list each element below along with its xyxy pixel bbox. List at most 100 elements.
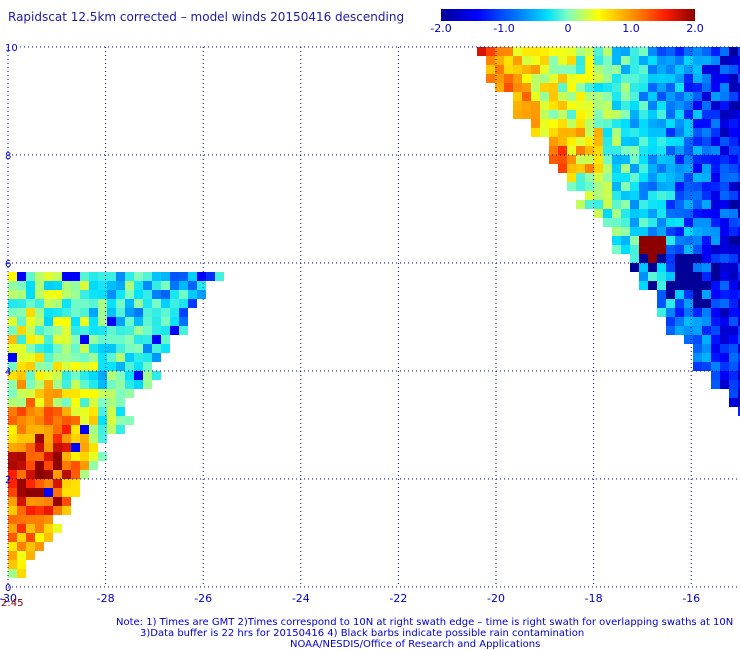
- wind-cell: [98, 389, 107, 398]
- wind-cell: [738, 326, 740, 335]
- wind-cell: [71, 479, 80, 488]
- wind-cell: [657, 209, 666, 218]
- wind-cell: [26, 497, 35, 506]
- wind-cell: [35, 371, 44, 380]
- wind-cell: [603, 137, 612, 146]
- wind-cell: [621, 155, 630, 164]
- wind-cell: [738, 65, 740, 74]
- wind-cell: [8, 362, 17, 371]
- wind-cell: [684, 110, 693, 119]
- wind-cell: [612, 245, 621, 254]
- wind-cell: [738, 299, 740, 308]
- wind-cell: [630, 173, 639, 182]
- wind-cell: [711, 182, 720, 191]
- wind-cell: [53, 272, 62, 281]
- wind-cell: [215, 272, 224, 281]
- wind-cell: [702, 290, 711, 299]
- wind-cell: [702, 218, 711, 227]
- wind-cell: [540, 47, 549, 56]
- wind-cell: [702, 209, 711, 218]
- wind-cell: [693, 245, 702, 254]
- wind-cell: [675, 326, 684, 335]
- wind-cell: [89, 317, 98, 326]
- wind-cell: [702, 83, 711, 92]
- wind-cell: [26, 299, 35, 308]
- wind-cell: [612, 56, 621, 65]
- wind-cell: [35, 326, 44, 335]
- wind-cell: [98, 281, 107, 290]
- wind-cell: [666, 65, 675, 74]
- wind-cell: [603, 47, 612, 56]
- wind-cell: [143, 326, 152, 335]
- wind-cell: [71, 389, 80, 398]
- wind-cell: [693, 101, 702, 110]
- wind-cell: [17, 371, 26, 380]
- wind-cell: [639, 146, 648, 155]
- wind-cell: [648, 155, 657, 164]
- wind-cell: [71, 461, 80, 470]
- wind-cell: [702, 200, 711, 209]
- wind-cell: [170, 308, 179, 317]
- wind-cell: [711, 254, 720, 263]
- x-tick-label: -30: [0, 592, 17, 605]
- wind-cell: [53, 470, 62, 479]
- wind-cell: [116, 326, 125, 335]
- wind-cell: [179, 281, 188, 290]
- wind-cell: [693, 209, 702, 218]
- wind-cell: [702, 74, 711, 83]
- wind-cell: [594, 137, 603, 146]
- wind-cell: [693, 155, 702, 164]
- wind-cell: [648, 83, 657, 92]
- wind-cell: [26, 551, 35, 560]
- wind-cell: [125, 317, 134, 326]
- wind-cell: [80, 443, 89, 452]
- wind-cell: [53, 443, 62, 452]
- wind-cell: [44, 497, 53, 506]
- wind-cell: [711, 164, 720, 173]
- wind-cell: [170, 281, 179, 290]
- wind-cell: [657, 281, 666, 290]
- wind-cell: [675, 227, 684, 236]
- wind-cell: [17, 290, 26, 299]
- wind-cell: [107, 281, 116, 290]
- wind-cell: [558, 101, 567, 110]
- wind-cell: [89, 461, 98, 470]
- wind-cell: [621, 182, 630, 191]
- wind-cell: [738, 47, 740, 56]
- wind-cell: [26, 533, 35, 542]
- wind-cell: [98, 335, 107, 344]
- wind-cell: [693, 362, 702, 371]
- colorbar-tick: 1.0: [622, 22, 640, 35]
- wind-cell: [134, 281, 143, 290]
- wind-cell: [693, 353, 702, 362]
- wind-cell: [152, 371, 161, 380]
- wind-cell: [693, 263, 702, 272]
- wind-cell: [603, 191, 612, 200]
- wind-cell: [693, 272, 702, 281]
- wind-cell: [116, 281, 125, 290]
- wind-cell: [693, 299, 702, 308]
- wind-cell: [53, 290, 62, 299]
- wind-cell: [675, 218, 684, 227]
- wind-cell: [152, 317, 161, 326]
- wind-cell: [720, 281, 729, 290]
- wind-cell: [693, 317, 702, 326]
- wind-cell: [98, 407, 107, 416]
- wind-cell: [125, 299, 134, 308]
- wind-cell: [612, 110, 621, 119]
- wind-cell: [8, 569, 17, 578]
- wind-cell: [17, 335, 26, 344]
- wind-cell: [44, 452, 53, 461]
- wind-cell: [648, 110, 657, 119]
- wind-cell: [576, 182, 585, 191]
- wind-cell: [684, 83, 693, 92]
- wind-cell: [53, 389, 62, 398]
- wind-cell: [675, 92, 684, 101]
- wind-cell: [35, 272, 44, 281]
- wind-cell: [62, 434, 71, 443]
- wind-cell: [89, 452, 98, 461]
- wind-cell: [675, 308, 684, 317]
- wind-cell: [8, 461, 17, 470]
- wind-cell: [585, 47, 594, 56]
- wind-cell: [585, 92, 594, 101]
